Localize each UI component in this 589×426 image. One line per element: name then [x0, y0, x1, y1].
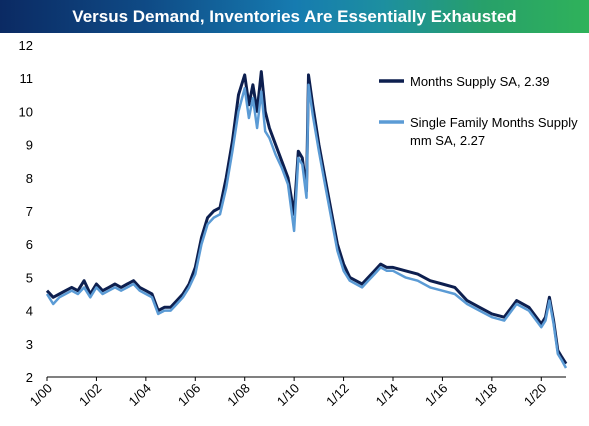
x-tick-label: 1/10 — [274, 381, 303, 410]
x-tick-label: 1/14 — [373, 381, 402, 410]
chart-title: Versus Demand, Inventories Are Essential… — [72, 7, 517, 26]
x-tick-label: 1/16 — [422, 381, 451, 410]
y-axis-ticks: 2 3 4 5 6 7 8 9 10 11 12 — [19, 38, 33, 385]
x-tick-label: 1/20 — [521, 381, 550, 410]
y-tick-label: 4 — [26, 304, 33, 319]
y-tick-label: 3 — [26, 337, 33, 352]
y-tick-label: 7 — [26, 204, 33, 219]
y-tick-label: 12 — [19, 38, 33, 53]
legend-label-months-supply: Months Supply SA, 2.39 — [410, 74, 549, 89]
x-tick-label: 1/18 — [471, 381, 500, 410]
title-banner — [0, 0, 589, 33]
x-tick-label: 1/12 — [323, 381, 352, 410]
x-axis-ticks: 1/00 1/02 1/04 1/06 1/08 1/10 1/12 1/14 1/16 1/18… — [27, 377, 550, 410]
y-tick-label: 11 — [20, 71, 34, 86]
series-line-single-family — [45, 83, 568, 369]
y-tick-label: 10 — [19, 104, 33, 119]
y-tick-label: 6 — [26, 237, 33, 252]
x-tick-label: 1/08 — [224, 381, 253, 410]
legend: Months Supply SA, 2.39 Single Family Mon… — [379, 74, 578, 148]
x-tick-label: 1/02 — [76, 381, 105, 410]
y-tick-label: 8 — [26, 171, 33, 186]
x-tick-label: 1/04 — [125, 381, 154, 410]
legend-label-single-family-line2: mm SA, 2.27 — [410, 133, 485, 148]
y-tick-label: 5 — [26, 270, 33, 285]
series-lines — [45, 70, 568, 369]
y-tick-label: 2 — [26, 370, 33, 385]
x-tick-label: 1/06 — [175, 381, 204, 410]
y-tick-label: 9 — [26, 138, 33, 153]
legend-label-single-family: Single Family Months Supply — [410, 115, 578, 130]
series-line-months-supply — [45, 70, 568, 365]
